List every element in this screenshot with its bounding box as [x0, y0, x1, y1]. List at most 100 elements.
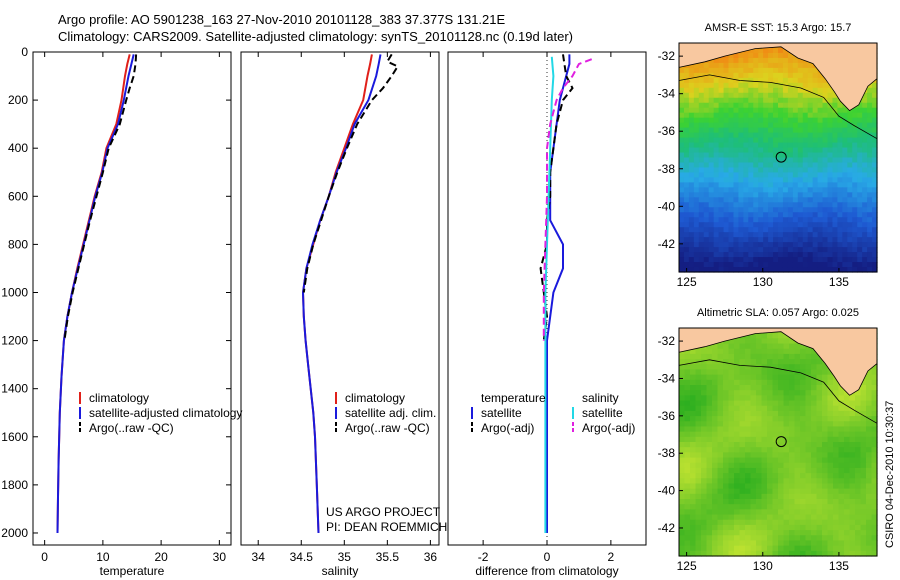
heatmap-cell: [734, 436, 741, 443]
heatmap-cell: [701, 364, 708, 371]
heatmap-cell: [698, 92, 705, 99]
heatmap-cell: [866, 457, 873, 464]
heatmap-cell: [872, 117, 878, 124]
heatmap-cell: [778, 499, 785, 505]
heatmap-cell: [723, 431, 730, 438]
heatmap-cell: [718, 237, 725, 243]
heatmap-cell: [782, 112, 789, 119]
heatmap-cell: [787, 157, 794, 164]
heatmap-cell: [723, 172, 730, 179]
heatmap-cell: [768, 172, 774, 179]
shelf-contour: [678, 359, 878, 424]
heatmap-cell: [778, 252, 784, 258]
heatmap-cell: [718, 117, 725, 124]
heatmap-cell: [778, 431, 785, 438]
heatmap-cell: [860, 379, 867, 386]
heatmap-cell: [838, 514, 845, 521]
heatmap-cell: [817, 167, 824, 174]
heatmap-cell: [789, 473, 796, 479]
heatmap-cell: [698, 82, 705, 89]
heatmap-cell: [748, 112, 754, 119]
heatmap-cell: [811, 436, 818, 443]
heatmap-cell: [778, 142, 784, 149]
heatmap-cell: [787, 102, 794, 109]
heatmap-cell: [698, 87, 705, 94]
heatmap-cell: [712, 473, 719, 479]
heatmap-cell: [717, 504, 724, 510]
heatmap-cell: [767, 390, 774, 396]
heatmap-cell: [688, 167, 695, 174]
heatmap-cell: [797, 142, 804, 149]
heatmap-cell: [739, 416, 746, 422]
heatmap-cell: [789, 359, 796, 365]
heatmap-cell: [723, 493, 730, 500]
heatmap-cell: [713, 222, 720, 228]
heatmap-cell: [679, 262, 685, 268]
heatmap-cell: [812, 137, 819, 144]
heatmap-cell: [852, 192, 858, 198]
heatmap-cell: [713, 242, 720, 248]
heatmap-cell: [789, 524, 796, 531]
heatmap-cell: [761, 550, 768, 557]
heatmap-cell: [794, 504, 801, 510]
y-tick-label: 1000: [1, 285, 28, 299]
heatmap-cell: [708, 67, 715, 74]
heatmap-cell: [679, 232, 685, 238]
heatmap-cell: [761, 473, 768, 479]
heatmap-cell: [679, 540, 686, 547]
heatmap-cell: [723, 473, 730, 479]
heatmap-cell: [872, 257, 878, 263]
heatmap-cell: [728, 385, 735, 391]
heatmap-cell: [750, 499, 757, 505]
heatmap-cell: [794, 452, 801, 459]
heatmap-cell: [738, 262, 744, 268]
heatmap-cell: [867, 207, 873, 213]
heatmap-cell: [772, 499, 779, 505]
sst-map-panel: 125 130 135-32-34-36-38-40-42: [658, 42, 878, 289]
heatmap-cell: [761, 452, 768, 459]
heatmap-cell: [860, 473, 867, 479]
heatmap-cell: [679, 416, 686, 422]
heatmap-cell: [728, 57, 735, 64]
heatmap-cell: [712, 442, 719, 448]
heatmap-cell: [748, 127, 754, 134]
heatmap-cell: [772, 462, 779, 469]
heatmap-cell: [713, 57, 720, 64]
heatmap-cell: [838, 395, 845, 402]
heatmap-cell: [855, 457, 862, 464]
heatmap-cell: [679, 400, 686, 407]
heatmap-cell: [772, 348, 779, 355]
heatmap-cell: [748, 147, 754, 154]
heatmap-cell: [838, 410, 845, 417]
heatmap-cell: [693, 197, 700, 203]
heatmap-cell: [750, 504, 757, 510]
heatmap-cell: [723, 157, 730, 164]
heatmap-cell: [866, 421, 873, 428]
heatmap-cell: [728, 122, 735, 129]
heatmap-cell: [728, 137, 735, 144]
heatmap-cell: [718, 62, 725, 69]
heatmap-cell: [693, 212, 700, 218]
heatmap-cell: [688, 97, 695, 104]
heatmap-cell: [753, 202, 759, 208]
heatmap-cell: [844, 519, 851, 526]
heatmap-cell: [690, 540, 697, 547]
heatmap-cell: [871, 364, 878, 371]
heatmap-cell: [706, 447, 713, 453]
heatmap-cell: [739, 400, 746, 407]
heatmap-cell: [728, 252, 735, 258]
heatmap-cell: [837, 267, 843, 273]
heatmap-cell: [690, 364, 697, 371]
heatmap-cell: [866, 467, 873, 474]
heatmap-cell: [822, 212, 829, 218]
heatmap-cell: [688, 187, 695, 193]
heatmap-cell: [706, 499, 713, 505]
heatmap-cell: [734, 488, 741, 495]
heatmap-cell: [782, 267, 789, 273]
heatmap-cell: [758, 267, 764, 273]
heatmap-cell: [794, 530, 801, 536]
heatmap-cell: [733, 112, 739, 119]
heatmap-cell: [827, 192, 834, 198]
heatmap-cell: [805, 359, 812, 365]
heatmap-cell: [717, 509, 724, 516]
